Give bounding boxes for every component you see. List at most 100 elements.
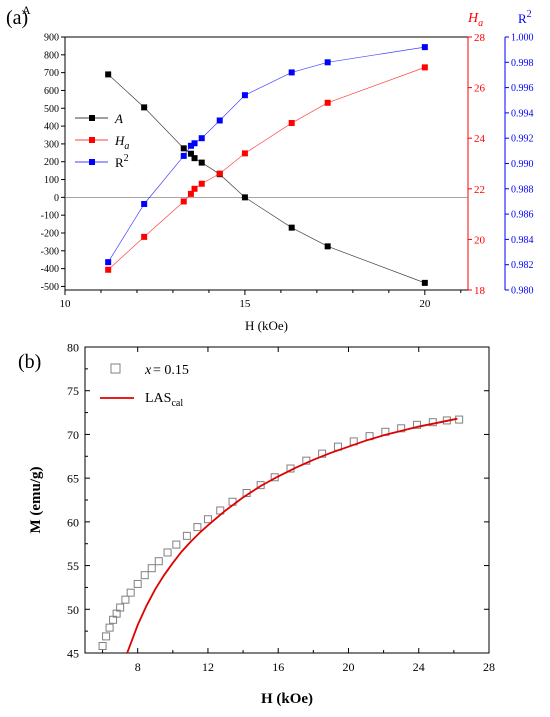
panel-a-left-tick-label: 200 — [44, 157, 59, 168]
panel-a-legend-label: Ha — [114, 133, 129, 152]
panel-b-y-tick-label: 50 — [67, 603, 79, 617]
panel-a-left-tick-label: 800 — [44, 50, 59, 61]
panel-a-legend-marker — [89, 137, 95, 143]
panel-a-point-series-2 — [324, 59, 331, 66]
panel-a-left-tick-label: -300 — [41, 246, 59, 257]
panel-b-point-measured — [182, 531, 191, 540]
panel-a: (a) 10 15 20 H (kOe) -500 -400 -300 -200 -100 0 100… — [6, 3, 534, 333]
panel-a-point-series-2 — [141, 200, 148, 207]
panel-a-x-label: H (kOe) — [245, 318, 288, 333]
panel-a-ha-tick-label: 26 — [474, 83, 486, 95]
panel-b-x-tick-label: 28 — [483, 660, 495, 674]
panel-b-x-tick-label: 12 — [202, 660, 214, 674]
panel-a-point-series-0 — [187, 150, 194, 157]
panel-a-left-tick-label: 0 — [54, 193, 59, 204]
panel-a-r2-axis-label: R2 — [518, 9, 532, 26]
panel-a-point-series-1 — [187, 190, 194, 197]
panel-a-point-series-0 — [241, 194, 248, 201]
panel-a-left-axis-label: A — [22, 3, 31, 17]
panel-b-x-tick-label: 20 — [342, 660, 354, 674]
panel-a-r2-tick-label: 0.986 — [511, 210, 534, 221]
panel-a-point-series-2 — [105, 259, 112, 266]
panel-a-series-line-0 — [107, 74, 425, 284]
panel-a-point-series-1 — [241, 150, 248, 157]
panel-b-point-measured — [154, 557, 163, 566]
panel-a-r2-axis-label-sup: 2 — [527, 9, 532, 20]
panel-a-point-series-1 — [324, 99, 331, 106]
panel-b-point-measured — [163, 548, 172, 557]
panel-b-point-measured — [147, 564, 156, 573]
panel-a-r2-tick-label: 0.988 — [511, 184, 534, 195]
panel-a-point-series-0 — [141, 104, 148, 111]
panel-b-point-measured — [116, 603, 125, 612]
panel-a-point-series-0 — [198, 159, 205, 166]
panel-b-x-tick-label: 8 — [135, 660, 141, 674]
panel-b-point-measured — [121, 595, 130, 604]
panel-a-series-line-2 — [107, 46, 425, 263]
panel-b: (b) 8 12 16 20 24 28 45 50 55 60 65 70 75 80 H (kOe) M (… — [18, 341, 495, 708]
panel-a-left-tick-label: -100 — [41, 211, 59, 222]
panel-a-ha-tick-label: 24 — [474, 133, 486, 145]
panel-a-left-tick-label: -400 — [41, 264, 59, 275]
panel-b-point-measured — [256, 481, 265, 490]
panel-a-point-series-2 — [187, 142, 194, 149]
panel-b-legend-label: = 0.15 — [153, 363, 189, 378]
panel-b-y-tick-label: 60 — [67, 515, 79, 529]
panel-a-r2-tick-label: 0.992 — [511, 134, 534, 145]
panel-b-point-measured — [172, 540, 181, 549]
panel-a-point-series-0 — [180, 145, 187, 152]
panel-b-legend-marker — [110, 363, 121, 374]
panel-a-point-series-1 — [198, 180, 205, 187]
panel-a-r2-tick-label: 0.996 — [511, 83, 534, 94]
panel-a-x-tick-label: 20 — [419, 298, 431, 310]
panel-a-ha-tick-label: 28 — [474, 32, 486, 44]
panel-a-legend-label-sub: a — [124, 141, 129, 152]
panel-a-point-series-1 — [216, 170, 223, 177]
panel-a-legend-label-sup: 2 — [124, 153, 129, 164]
panel-b-y-tick-label: 55 — [67, 559, 79, 573]
panel-b-point-measured — [105, 623, 114, 632]
panel-b-point-measured — [102, 632, 111, 641]
panel-b-x-tick-label: 16 — [272, 660, 284, 674]
panel-a-left-tick-label: 100 — [44, 175, 59, 186]
panel-a-point-series-1 — [191, 185, 198, 192]
panel-b-y-tick-label: 45 — [67, 647, 79, 661]
panel-a-point-series-1 — [421, 64, 428, 71]
panel-b-point-measured — [412, 420, 421, 429]
panel-a-ha-tick-label: 20 — [474, 234, 486, 246]
panel-a-r2-tick-label: 0.994 — [511, 108, 534, 119]
panel-a-r2-tick-label: 0.990 — [511, 159, 534, 170]
panel-a-point-series-2 — [180, 152, 187, 159]
panel-a-r2-tick-label: 0.982 — [511, 260, 534, 271]
panel-b-y-tick-label: 75 — [67, 384, 79, 398]
panel-a-point-series-0 — [421, 279, 428, 286]
panel-a-legend-label: A — [114, 111, 123, 126]
panel-a-ha-axis-label: Ha — [467, 11, 483, 29]
panel-a-r2-tick-label: 0.998 — [511, 58, 534, 69]
panel-a-r2-tick-label: 0.980 — [511, 286, 534, 297]
panel-a-point-series-1 — [180, 198, 187, 205]
panel-a-point-series-0 — [288, 224, 295, 231]
panel-a-left-tick-label: 900 — [44, 33, 59, 44]
panel-a-point-series-2 — [241, 92, 248, 99]
panel-b-point-measured — [98, 642, 107, 651]
panel-a-x-tick-label: 15 — [239, 298, 251, 310]
panel-a-left-tick-label: -200 — [41, 228, 59, 239]
panel-a-ha-tick-label: 22 — [474, 184, 485, 196]
panel-a-point-series-2 — [216, 117, 223, 124]
panel-a-left-tick-label: 300 — [44, 139, 59, 150]
panel-b-point-measured — [203, 515, 212, 524]
panel-b-point-measured — [193, 523, 202, 532]
panel-a-left-tick-label: -500 — [41, 282, 59, 293]
panel-a-x-tick-label: 10 — [60, 298, 72, 310]
panel-a-legend-marker — [89, 159, 95, 165]
panel-a-point-series-1 — [288, 120, 295, 127]
panel-a-left-tick-label: 500 — [44, 104, 59, 115]
panel-b-legend-label-var: x — [144, 363, 152, 378]
panel-a-point-series-1 — [105, 266, 112, 273]
panel-a-r2-tick-label: 1.000 — [511, 33, 534, 44]
panel-b-point-measured — [133, 579, 142, 588]
panel-a-left-tick-label: 600 — [44, 86, 59, 97]
panel-b-y-label: M (emu/g) — [28, 466, 44, 533]
